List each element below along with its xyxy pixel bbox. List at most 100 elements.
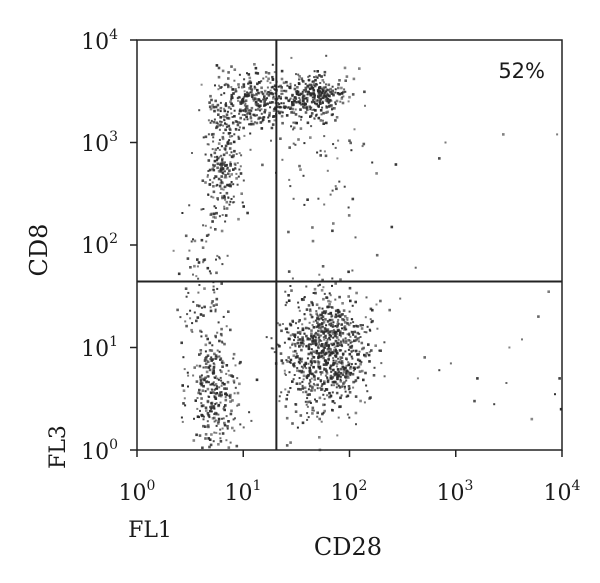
data-point [206,266,210,270]
data-point [315,371,318,374]
data-point [304,102,307,106]
data-point [219,106,223,110]
data-point [330,330,334,333]
data-point [311,385,314,388]
data-point [179,316,182,319]
data-point [331,284,333,287]
data-point [323,367,325,370]
data-point [229,161,232,164]
data-point [318,396,322,400]
data-point [260,86,263,90]
data-point [207,366,211,369]
data-point [322,403,325,407]
data-point [341,101,345,105]
data-point [383,375,386,378]
data-point [312,341,315,345]
data-point [334,101,337,104]
data-point [220,187,223,191]
data-point [305,403,308,406]
data-point [334,359,338,363]
data-point [321,351,324,355]
data-point [244,102,247,105]
data-point [264,98,267,101]
data-point [269,101,272,104]
data-point [218,257,221,260]
data-point [270,139,272,142]
data-point [225,116,229,120]
data-point [330,342,333,345]
data-point [334,91,337,94]
data-point [339,396,342,400]
data-point [273,107,276,110]
data-point [198,353,201,356]
data-point [293,339,295,342]
data-point [310,389,313,392]
data-point [230,98,233,101]
data-point [348,333,351,336]
data-point [311,80,314,83]
data-point [193,366,196,369]
data-point [198,304,201,308]
data-point [230,151,233,154]
data-point [310,84,313,86]
data-point [248,123,251,126]
data-point [289,346,292,349]
data-point [230,102,233,106]
data-point [326,328,330,331]
data-point [319,379,323,382]
data-point [301,336,304,339]
data-point [239,360,242,364]
data-point [302,94,306,98]
data-point [336,375,339,379]
data-point [242,426,245,429]
data-point [345,358,348,361]
data-point [344,366,347,370]
data-point [219,101,222,104]
data-point [334,88,337,91]
data-point [236,162,239,164]
data-point [239,172,243,175]
data-point [323,346,326,349]
data-point [337,416,340,419]
data-point [214,387,217,390]
data-point [373,366,376,369]
data-point [238,126,241,129]
data-point [185,324,188,328]
data-point [215,271,218,275]
data-point [273,87,276,90]
data-point [329,376,333,380]
data-point [213,156,216,159]
data-point [312,108,315,111]
data-point [219,86,222,89]
data-point [206,380,209,383]
data-point [268,111,271,115]
data-point [347,100,350,103]
data-point [280,89,283,93]
data-point [227,420,230,423]
data-point [297,138,300,141]
data-point [306,100,309,103]
data-point [363,331,366,333]
data-point [320,344,323,348]
data-point [320,387,324,391]
data-point [309,136,312,139]
data-point [210,119,213,122]
data-point [312,83,316,87]
data-point [333,107,336,110]
data-point [297,327,300,330]
data-point [341,365,345,369]
data-point [324,111,328,114]
data-point [351,197,355,201]
data-point [341,332,345,335]
data-point [338,295,341,299]
data-point [201,446,204,450]
data-point [316,151,319,154]
data-point [202,261,205,264]
data-point [308,74,311,77]
data-point [332,336,335,339]
data-point [245,113,248,115]
data-point [317,329,320,333]
data-point [379,349,382,352]
data-point [218,148,221,151]
data-point [369,307,373,311]
